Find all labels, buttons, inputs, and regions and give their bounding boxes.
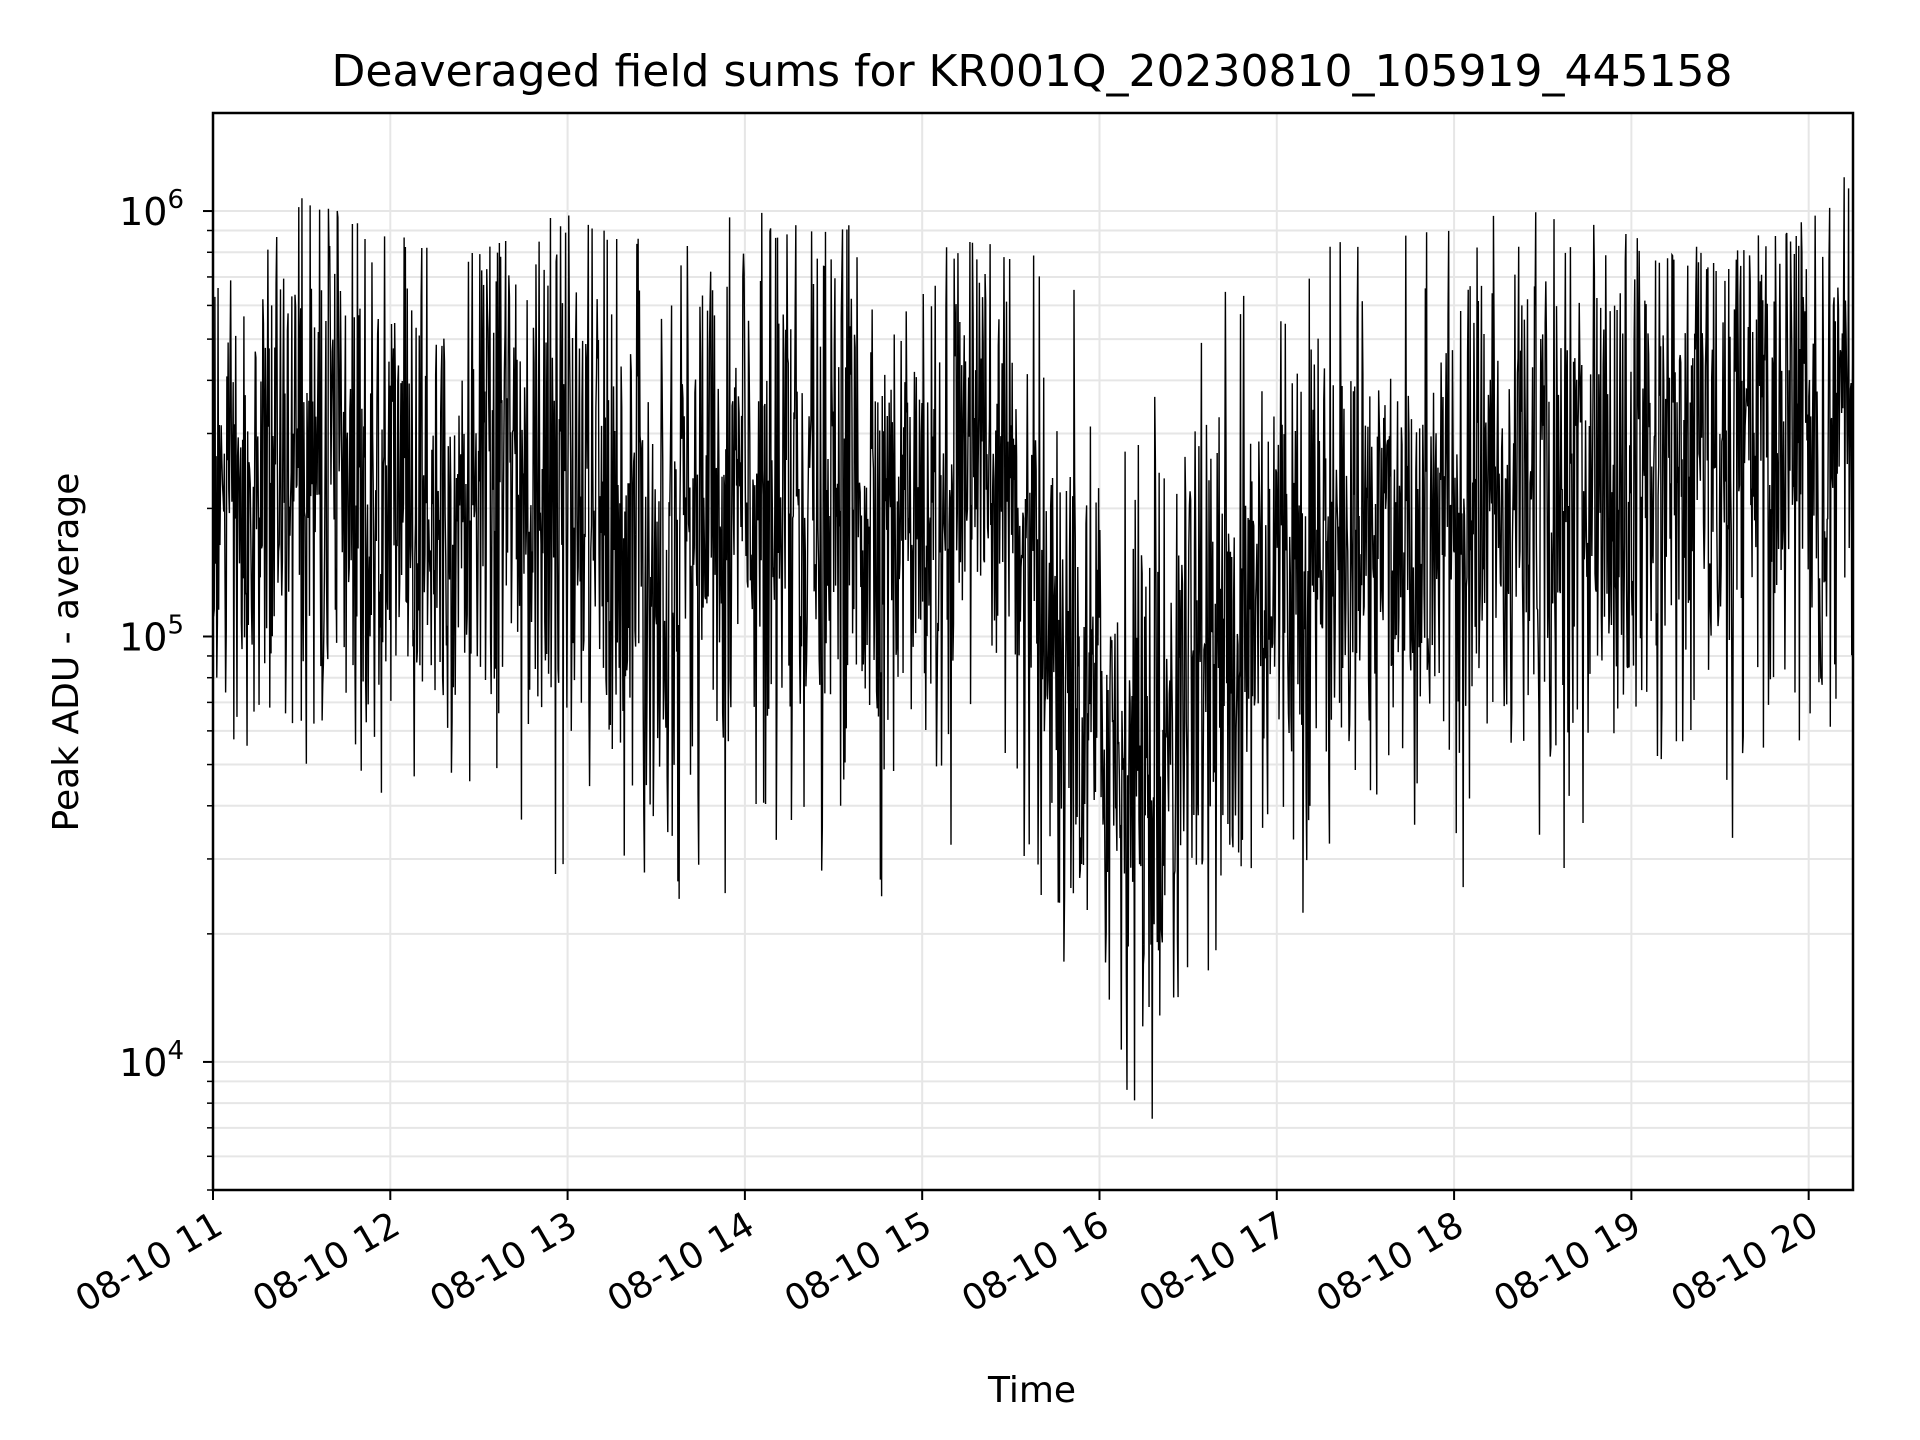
y-axis-label: Peak ADU - average [46,473,87,832]
y-axis: 104 105 106 [119,185,213,1191]
plot-area-frame [211,111,1855,1192]
data-series [212,177,1854,1119]
y-tick-label: 104 [119,1036,184,1085]
series-line [212,177,1854,1119]
x-axis-label: Time [987,1370,1076,1411]
y-tick-label: 105 [119,610,184,659]
y-tick-label: 106 [119,185,184,234]
chart-title: Deaveraged field sums for KR001Q_2023081… [332,46,1733,97]
